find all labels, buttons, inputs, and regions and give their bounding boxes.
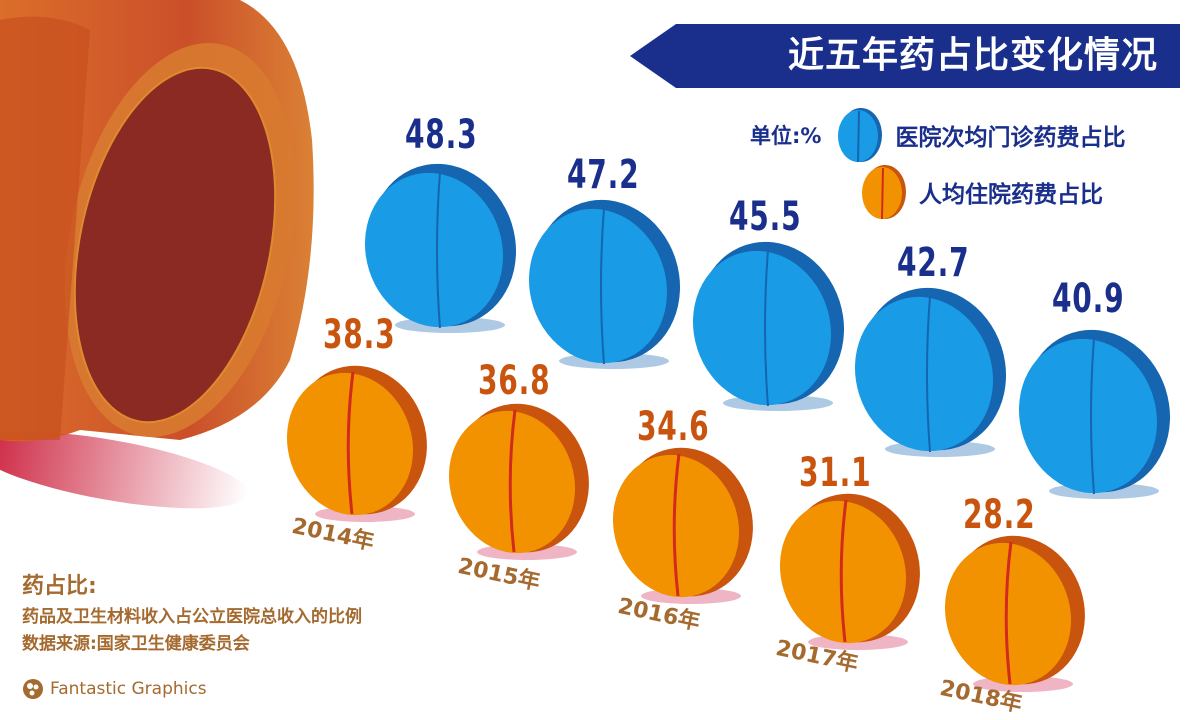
outpatient-value-2015: 47.2 — [567, 152, 640, 198]
notes-definition: 药品及卫生材料收入占公立医院总收入的比例 — [22, 607, 362, 627]
outpatient-value-2016: 45.5 — [729, 194, 802, 240]
legend-item-inpatient: 人均住院药费占比 — [859, 163, 1103, 221]
legend-label-inpatient: 人均住院药费占比 — [919, 182, 1103, 208]
inpatient-value-2015: 36.8 — [478, 358, 551, 404]
orange-pill-2018 — [944, 535, 1085, 692]
blue-pill-2015 — [528, 199, 681, 369]
outpatient-value-2018: 40.9 — [1052, 276, 1125, 322]
fantastic-graphics-logo-icon — [23, 679, 43, 699]
inpatient-value-2017: 31.1 — [799, 450, 872, 496]
inpatient-value-2016: 34.6 — [637, 404, 710, 450]
unit-label: 单位:% — [750, 124, 822, 148]
orange-pill-2016 — [612, 447, 753, 604]
orange-pill-2015 — [448, 403, 589, 560]
blue-pill-2016 — [692, 241, 845, 411]
legend-item-outpatient: 单位:% 医院次均门诊药费占比 — [750, 106, 1125, 164]
notes-heading: 药占比: — [22, 574, 97, 599]
data-source: 数据来源:国家卫生健康委员会 — [22, 634, 250, 654]
blue-pill-2018 — [1018, 329, 1171, 499]
inpatient-value-2014: 38.3 — [323, 312, 396, 358]
outpatient-value-2017: 42.7 — [897, 240, 970, 286]
orange-pill-icon — [862, 165, 906, 220]
banner-arrow-shape — [630, 24, 1180, 88]
chart-title: 近五年药占比变化情况 — [787, 35, 1158, 76]
blue-pill-2017 — [854, 287, 1007, 457]
orange-pill-2014 — [286, 365, 427, 522]
orange-pill-2017 — [779, 493, 920, 650]
medicine-bottle-illustration — [0, 0, 314, 509]
inpatient-value-2018: 28.2 — [963, 492, 1036, 538]
credit-text: Fantastic Graphics — [50, 679, 207, 699]
title-banner: 近五年药占比变化情况 — [630, 24, 1180, 88]
blue-pill-icon — [838, 108, 883, 163]
credit-logo: Fantastic Graphics — [22, 678, 207, 700]
notes-block: 药占比: 药品及卫生材料收入占公立医院总收入的比例 数据来源:国家卫生健康委员会 — [22, 568, 362, 658]
blue-pill-2014 — [364, 163, 517, 333]
legend-label-outpatient: 医院次均门诊药费占比 — [895, 125, 1126, 151]
outpatient-value-2014: 48.3 — [405, 112, 478, 158]
